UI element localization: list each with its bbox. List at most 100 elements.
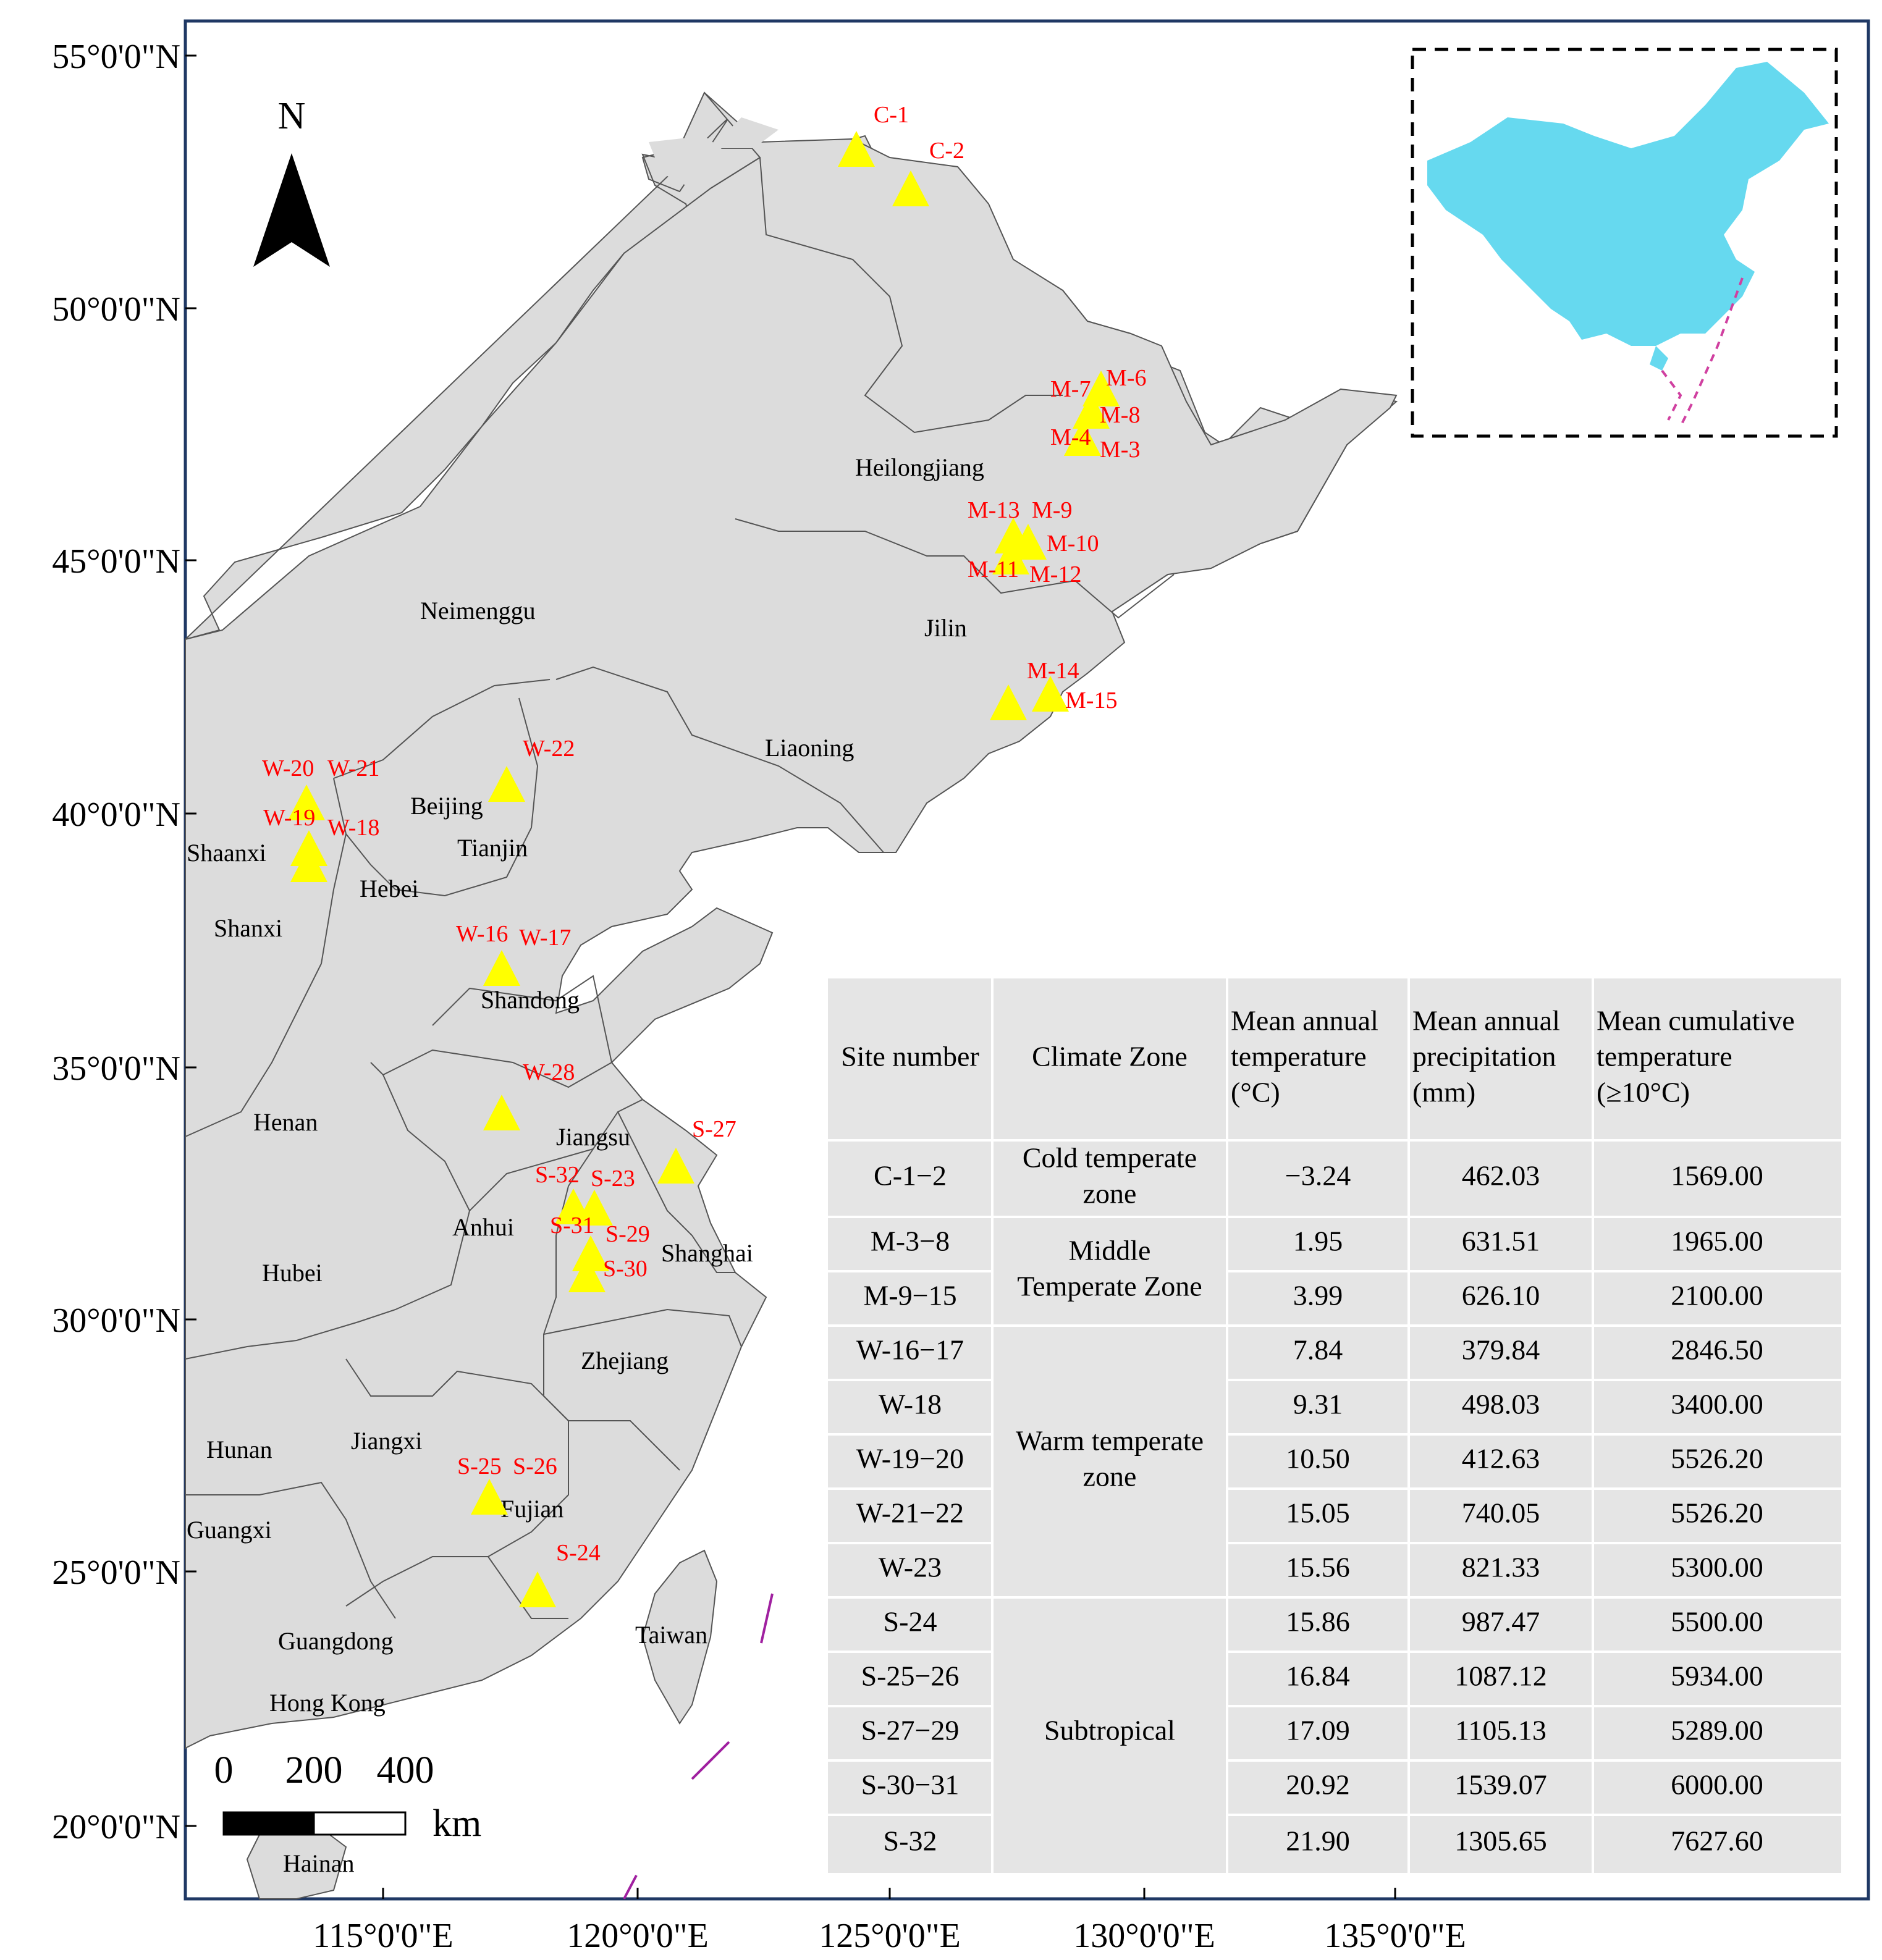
table-cell-precipitation: 1105.13: [1455, 1715, 1547, 1746]
province-label: Hong Kong: [269, 1689, 386, 1717]
site-label: M-6: [1106, 365, 1146, 391]
lat-label-55: 55°0'0"N: [52, 38, 180, 76]
site-label: M-10: [1047, 531, 1099, 557]
site-label: M-13: [968, 497, 1019, 523]
table-header-cell: (°C): [1231, 1077, 1280, 1108]
scale-tick-200: 200: [285, 1749, 343, 1791]
table-header-cell: temperature: [1231, 1041, 1367, 1072]
lat-label-40: 40°0'0"N: [52, 796, 180, 834]
site-label: W-28: [523, 1059, 575, 1085]
table-cell-precipitation: 412.63: [1462, 1443, 1540, 1474]
province-label: Jiangsu: [556, 1123, 630, 1151]
scale-unit: km: [433, 1802, 481, 1844]
province-label: Hebei: [360, 875, 419, 902]
lon-label-135: 135°0'0"E: [1324, 1917, 1466, 1955]
table-header-cell: Climate Zone: [1032, 1041, 1188, 1072]
table-cell-cumulative-temp: 5526.20: [1671, 1443, 1763, 1474]
table-cell-temperature: 21.90: [1286, 1825, 1350, 1857]
north-arrow: N: [253, 95, 330, 267]
lon-label-130: 130°0'0"E: [1073, 1917, 1215, 1955]
site-label: W-20: [262, 755, 314, 781]
table-cell-precipitation: 631.51: [1462, 1226, 1540, 1257]
inset-map: [1411, 48, 1838, 438]
north-label: N: [278, 95, 306, 137]
table-cell-climate-zone: Middle: [1069, 1235, 1151, 1266]
province-label: Henan: [253, 1108, 318, 1136]
table-background: [828, 978, 1841, 1873]
site-markers: [288, 131, 1120, 1607]
table-cell-cumulative-temp: 2846.50: [1671, 1334, 1763, 1366]
province-label: Guangxi: [187, 1516, 272, 1544]
site-label: M-14: [1027, 658, 1079, 684]
site-label: M-8: [1100, 402, 1140, 428]
scale-bar: 0 200 400 km: [214, 1749, 482, 1844]
site-marker: [488, 766, 525, 802]
table-cell-site: S-24: [884, 1606, 937, 1638]
table-cell-cumulative-temp: 7627.60: [1671, 1825, 1763, 1857]
site-marker: [290, 846, 327, 882]
table-cell-site: S-27−29: [861, 1715, 960, 1746]
table-cell-temperature: 10.50: [1286, 1443, 1350, 1474]
table-cell-temperature: 7.84: [1293, 1334, 1343, 1366]
scale-tick-0: 0: [214, 1749, 234, 1791]
site-label: W-21: [327, 755, 379, 781]
province-boundaries: [185, 157, 1175, 1619]
table-header-cell: temperature: [1597, 1041, 1732, 1072]
site-label: M-11: [968, 557, 1019, 583]
province-label: Neimenggu: [420, 597, 536, 625]
site-label: M-9: [1032, 497, 1072, 523]
lat-label-30: 30°0'0"N: [52, 1302, 180, 1340]
table-cell-precipitation: 1305.65: [1454, 1825, 1547, 1857]
table-cell-climate-zone: Temperate Zone: [1017, 1271, 1202, 1302]
table-header-cell: Site number: [841, 1041, 979, 1072]
site-marker: [1064, 420, 1101, 456]
table-cell-temperature: 15.56: [1286, 1552, 1350, 1583]
site-marker: [657, 1148, 694, 1184]
table-header-cell: precipitation: [1412, 1041, 1556, 1072]
lat-label-50: 50°0'0"N: [52, 290, 180, 329]
site-label: W-18: [327, 815, 379, 841]
table-cell-cumulative-temp: 6000.00: [1671, 1769, 1763, 1801]
site-label: C-1: [874, 102, 909, 128]
lat-label-45: 45°0'0"N: [52, 542, 180, 581]
climate-table: Site number Climate Zone Mean annual temper…: [828, 978, 1841, 1873]
province-label: Taiwan: [635, 1621, 707, 1649]
land-mass: [185, 91, 1398, 1899]
province-label: Zhejiang: [581, 1347, 669, 1374]
scale-tick-400: 400: [377, 1749, 434, 1791]
site-marker: [892, 170, 929, 206]
site-label: W-19: [263, 805, 315, 831]
table-cell-precipitation: 379.84: [1462, 1334, 1540, 1366]
site-marker: [1010, 524, 1047, 560]
lat-label-20: 20°0'0"N: [52, 1808, 180, 1846]
site-label: S-26: [513, 1453, 557, 1479]
site-label: W-22: [523, 736, 575, 762]
table-cell-temperature: 20.92: [1286, 1769, 1350, 1801]
site-marker: [572, 1235, 609, 1271]
lon-label-120: 120°0'0"E: [567, 1917, 709, 1955]
table-header-cell: (≥10°C): [1597, 1077, 1690, 1108]
site-label: M-3: [1100, 437, 1140, 463]
province-label: Jiangxi: [351, 1427, 423, 1455]
province-labels: Heilongjiang Neimenggu Jilin Liaoning Be…: [187, 453, 984, 1877]
site-marker: [568, 1256, 606, 1292]
site-label: M-12: [1029, 562, 1081, 587]
province-label: Heilongjiang: [855, 453, 984, 481]
site-marker: [471, 1479, 508, 1515]
table-header-cell: (mm): [1412, 1077, 1475, 1108]
table-cell-cumulative-temp: 3400.00: [1671, 1389, 1763, 1420]
site-labels: C-1 C-2 M-6 M-7 M-8 M-4 M-3 M-13 M-9 M-1…: [262, 102, 1146, 1566]
site-marker: [483, 1095, 520, 1130]
province-label: Shanghai: [661, 1239, 753, 1267]
site-label: S-32: [535, 1162, 580, 1188]
site-marker: [1073, 393, 1110, 429]
table-cell-site: M-3−8: [871, 1226, 950, 1257]
table-cell-temperature: 16.84: [1286, 1660, 1350, 1692]
province-label: Tianjin: [457, 834, 528, 862]
province-label: Shandong: [481, 986, 580, 1014]
table-cell-site: W-18: [879, 1389, 942, 1420]
table-cell-climate-zone: zone: [1083, 1461, 1137, 1492]
site-label: M-7: [1050, 376, 1091, 402]
longitude-axis: 115°0'0"E 120°0'0"E 125°0'0"E 130°0'0"E …: [313, 1888, 1466, 1955]
table-cell-cumulative-temp: 2100.00: [1671, 1280, 1763, 1311]
